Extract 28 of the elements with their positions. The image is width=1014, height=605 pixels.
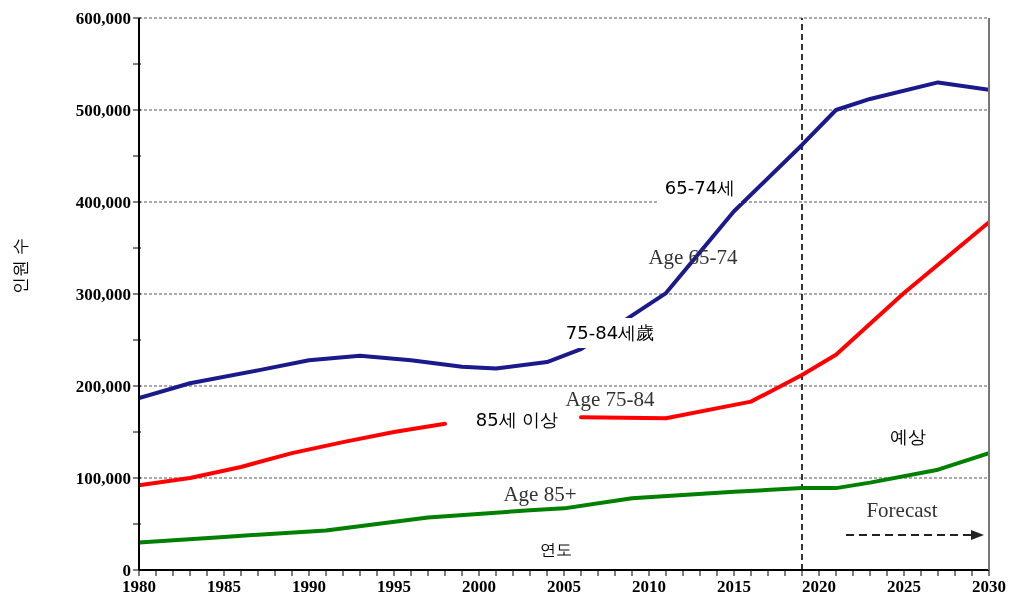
- x-tick-label: 2020: [802, 577, 836, 596]
- x-tick-label: 2015: [717, 577, 751, 596]
- x-tick-label: 1990: [292, 577, 326, 596]
- annotation: Age 75-84: [565, 386, 655, 412]
- annotation: 75-84세歲: [559, 318, 661, 348]
- x-tick-label: 1980: [122, 577, 156, 596]
- annotation: 85세 이상: [469, 405, 565, 435]
- y-tick-label: 400,000: [75, 193, 131, 212]
- annotation: 65-74세: [658, 173, 742, 203]
- y-tick-label: 500,000: [75, 101, 131, 120]
- line-series: [139, 451, 989, 545]
- y-tick-label: 300,000: [75, 285, 131, 304]
- y-tick-label: 200,000: [75, 377, 131, 396]
- x-tick-label: 1995: [377, 577, 411, 596]
- x-axis-title: 연도: [540, 540, 572, 561]
- y-tick-label: 0: [122, 561, 131, 580]
- annotation: Age 85+: [503, 481, 577, 507]
- y-tick-label: 100,000: [75, 469, 131, 488]
- y-axis-title: 인원 수: [10, 237, 31, 294]
- x-tick-label: 2010: [632, 577, 666, 596]
- x-tick-label: 2005: [547, 577, 581, 596]
- annotation: Forecast: [866, 497, 938, 523]
- y-tick-label: 600,000: [75, 9, 131, 28]
- x-tick-label: 1985: [207, 577, 241, 596]
- x-tick-label: 2000: [462, 577, 496, 596]
- annotation: 예상: [884, 422, 932, 452]
- x-tick-label: 2025: [887, 577, 921, 596]
- x-tick-label: 2030: [972, 577, 1006, 596]
